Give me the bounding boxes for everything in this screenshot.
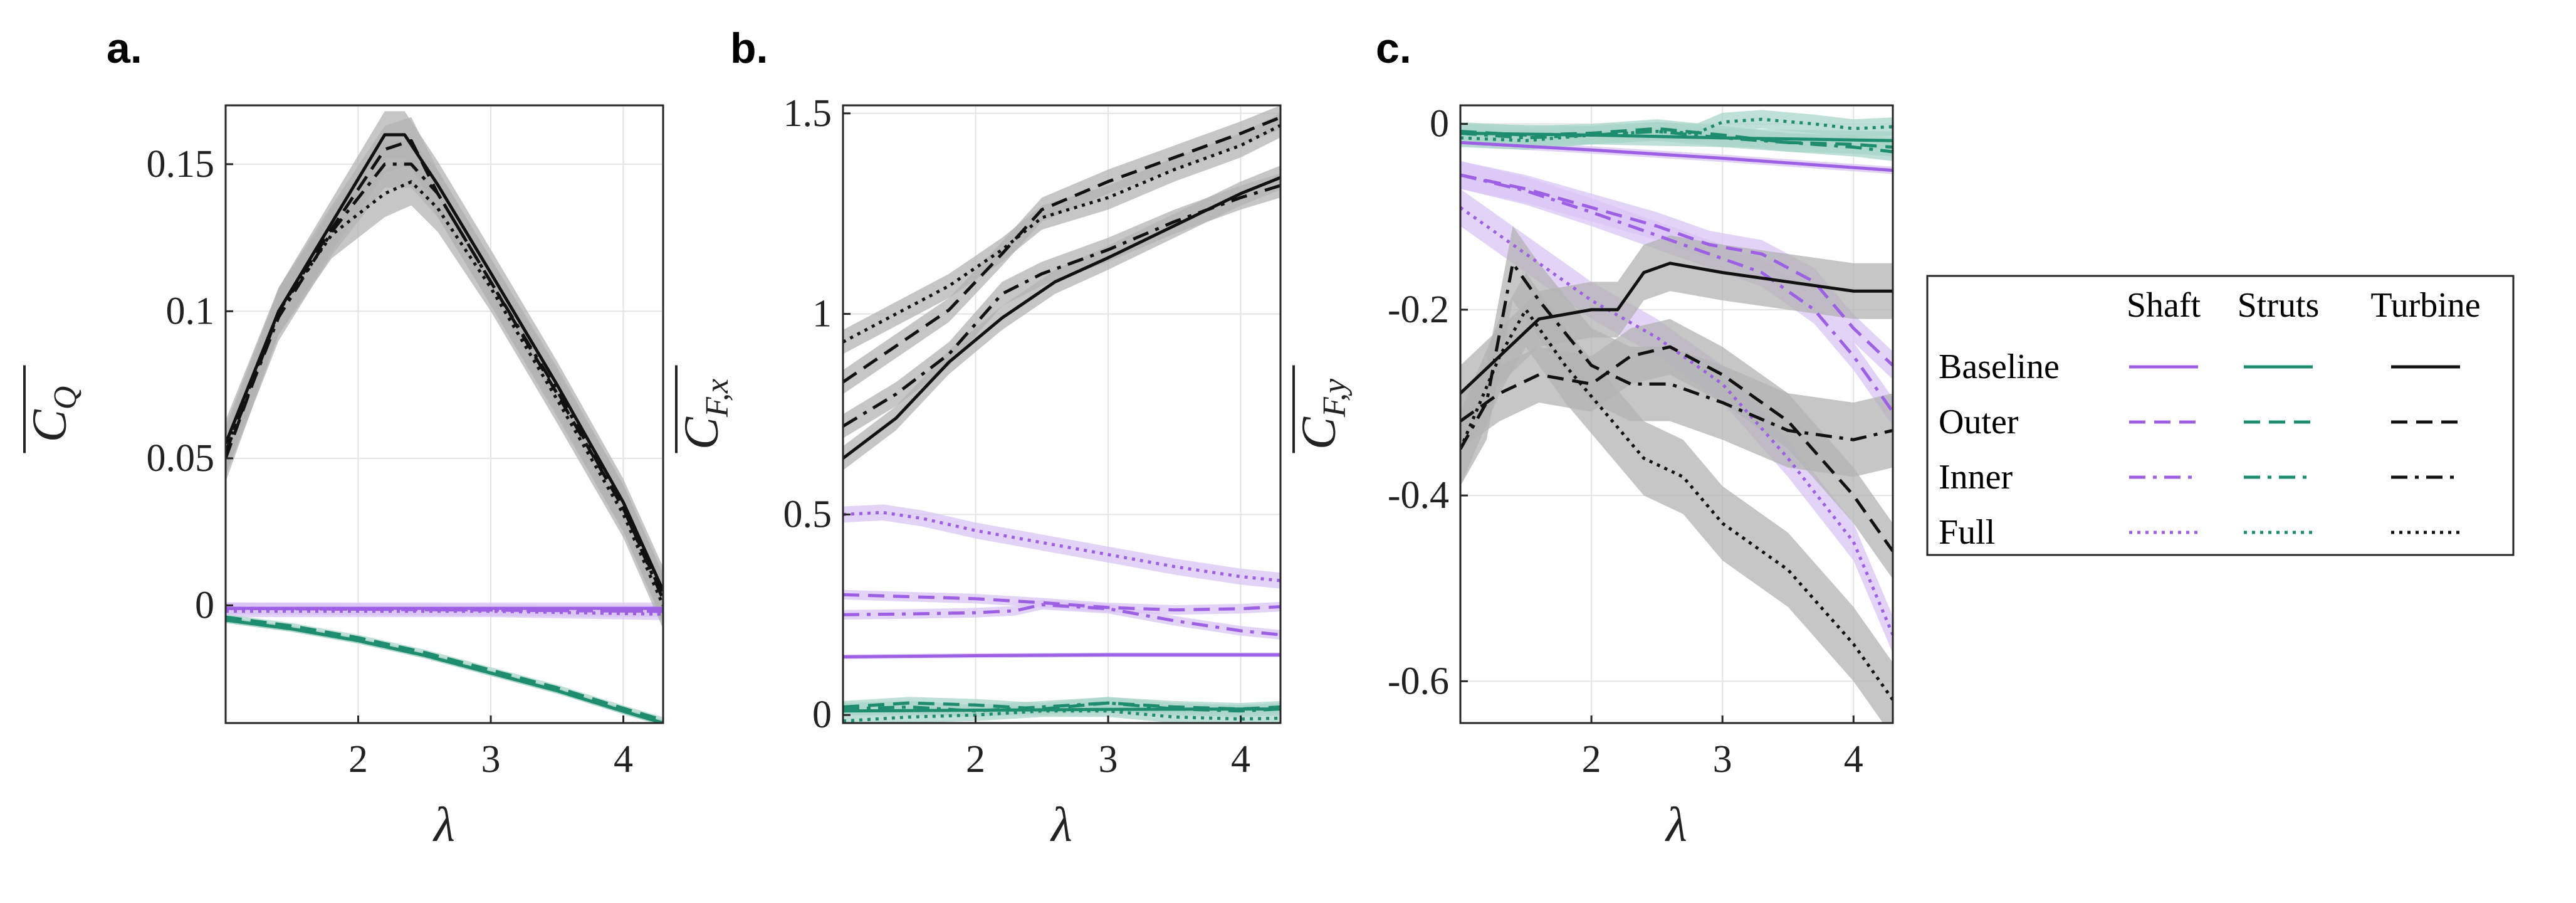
panel-b-series-struts-baseline xyxy=(843,707,1280,713)
panel-c-xlabel: λ xyxy=(1665,797,1687,852)
panel-c-ytick-label: 0 xyxy=(1430,103,1449,145)
panel-a-xtick-label: 2 xyxy=(348,738,368,781)
panel-b-xtick-label: 2 xyxy=(966,738,985,781)
panel-b-series-struts-inner xyxy=(843,701,1280,713)
panel-b-xlabel: λ xyxy=(1050,797,1072,852)
panel-c-axes xyxy=(1459,104,1894,724)
panel-b-series-turbine-inner xyxy=(843,184,1280,428)
panel-b-ytick-label: 1.5 xyxy=(783,92,832,135)
panel-a-xtick-label: 4 xyxy=(614,738,633,781)
panel-b-ylabel-sub: F,x xyxy=(699,379,735,418)
legend-row-inner: Inner xyxy=(1939,458,2013,497)
panel-b-ytick-label: 0.5 xyxy=(783,493,832,536)
panel-c-series-turbine-outer xyxy=(1460,345,1893,552)
panel-b-series-turbine-baseline xyxy=(843,176,1280,460)
panel-c-xtick-label: 2 xyxy=(1582,738,1601,781)
panel-c-ylabel-sub: F,y xyxy=(1317,378,1353,418)
panel-c-series-turbine-baseline xyxy=(1460,261,1893,394)
panel-a-series-turbine-outer xyxy=(226,139,663,598)
panel-a-series-struts-full xyxy=(226,618,663,723)
panel-c-ylabel: CF,y xyxy=(1291,365,1353,453)
panel-c-label: c. xyxy=(1376,24,1411,72)
legend-row-outer: Outer xyxy=(1939,403,2019,441)
panel-c-xtick-label: 4 xyxy=(1844,738,1863,781)
panel-a-ytick-label: 0.1 xyxy=(166,290,215,332)
panel-a-series-turbine-full xyxy=(226,180,663,606)
panel-b-band-turbine-full xyxy=(843,113,1280,354)
panel-a-series-struts-baseline xyxy=(226,618,663,723)
panel-c-band-shaft-full xyxy=(1460,189,1893,653)
legend: Shaft Struts Turbine Baseline Outer Inner Full xyxy=(1926,275,2515,556)
panel-c: c. 2 3 4 0 -0.2 -0.4 -0.6 λ CF,y xyxy=(1291,24,1894,852)
panel-a-axes xyxy=(224,104,664,724)
panel-a-series-struts-outer xyxy=(226,615,663,722)
panel-c-series-struts-inner xyxy=(1460,129,1893,154)
panel-b-series-turbine-outer xyxy=(843,115,1280,384)
panel-a-plot-area xyxy=(226,111,663,723)
panel-c-series-shaft-outer xyxy=(1460,173,1893,367)
panel-b-label: b. xyxy=(730,24,768,72)
legend-box xyxy=(1926,275,2515,556)
panel-a-series-struts-inner xyxy=(226,618,663,723)
panel-b-series-shaft-inner xyxy=(843,603,1280,636)
legend-header-struts: Struts xyxy=(2238,286,2320,325)
legend-header-turbine: Turbine xyxy=(2370,286,2480,325)
panel-b-band-turbine-outer xyxy=(843,105,1280,394)
panel-c-band-turbine-inner xyxy=(1460,226,1893,487)
panel-a-ylabel-sub: Q xyxy=(48,386,83,410)
panel-b-xtick-label: 4 xyxy=(1231,738,1250,781)
panel-c-ytick-label: -0.4 xyxy=(1388,474,1449,517)
panel-a-xtick-label: 3 xyxy=(481,738,501,781)
panel-a-ytick-label: 0.15 xyxy=(147,143,215,186)
panel-a-band-struts-inner xyxy=(226,617,663,723)
panel-b-band-struts-full xyxy=(843,705,1280,723)
panel-c-ytick-label: -0.2 xyxy=(1388,288,1449,331)
panel-a-series-turbine-inner xyxy=(226,162,663,600)
panel-b-series-struts-outer xyxy=(843,701,1280,711)
panel-c-ytick-label: -0.6 xyxy=(1388,660,1449,702)
panel-c-xtick-label: 3 xyxy=(1713,738,1732,781)
panel-b-xtick-label: 3 xyxy=(1099,738,1118,781)
panel-c-series-turbine-full xyxy=(1460,308,1893,701)
panel-c-series-shaft-inner xyxy=(1460,173,1893,413)
panel-a-ytick-label: 0 xyxy=(195,584,214,626)
panel-c-series-shaft-baseline xyxy=(1460,140,1893,172)
panel-b-axes xyxy=(842,104,1282,724)
panel-a-ytick-label: 0.05 xyxy=(147,437,215,480)
panel-b-series-shaft-outer xyxy=(843,593,1280,612)
legend-row-full: Full xyxy=(1939,513,1995,552)
panel-b-plot-area xyxy=(843,105,1280,723)
panel-a-ylabel-text: CQ xyxy=(22,386,83,443)
panel-a-series-shaft-inner xyxy=(226,606,663,613)
panel-a-label: a. xyxy=(107,24,142,72)
panel-a: a. 2 3 4 0 0.05 0.1 0.15 λ CQ xyxy=(22,24,664,852)
panel-c-series-struts-full xyxy=(1460,117,1893,142)
legend-row-baseline: Baseline xyxy=(1939,347,2060,386)
panel-a-series-turbine-baseline xyxy=(226,133,663,591)
panel-b-ylabel-text: CF,x xyxy=(674,379,735,450)
panel-a-band-struts-baseline xyxy=(226,617,663,723)
panel-c-ylabel-text: CF,y xyxy=(1291,378,1353,450)
panel-c-band-turbine-full xyxy=(1460,272,1893,723)
panel-a-band-struts-full xyxy=(226,617,663,723)
panel-b-band-shaft-inner xyxy=(843,599,1280,640)
panel-b-ylabel: CF,x xyxy=(674,365,735,453)
panel-c-series-turbine-inner xyxy=(1460,261,1893,450)
panel-a-xlabel: λ xyxy=(432,797,455,852)
panel-a-series-shaft-full xyxy=(226,610,663,616)
panel-a-ylabel: CQ xyxy=(22,365,83,453)
panel-a-band-turbine-full xyxy=(226,158,663,629)
legend-header-shaft: Shaft xyxy=(2127,286,2201,325)
panel-b-series-shaft-baseline xyxy=(843,653,1280,658)
panel-b: b. 2 3 4 0 0.5 1 1.5 λ CF,x xyxy=(674,24,1282,852)
panel-b-ytick-label: 1 xyxy=(812,293,832,335)
panel-c-plot-area xyxy=(1460,110,1893,723)
panel-b-ytick-label: 0 xyxy=(812,694,832,736)
